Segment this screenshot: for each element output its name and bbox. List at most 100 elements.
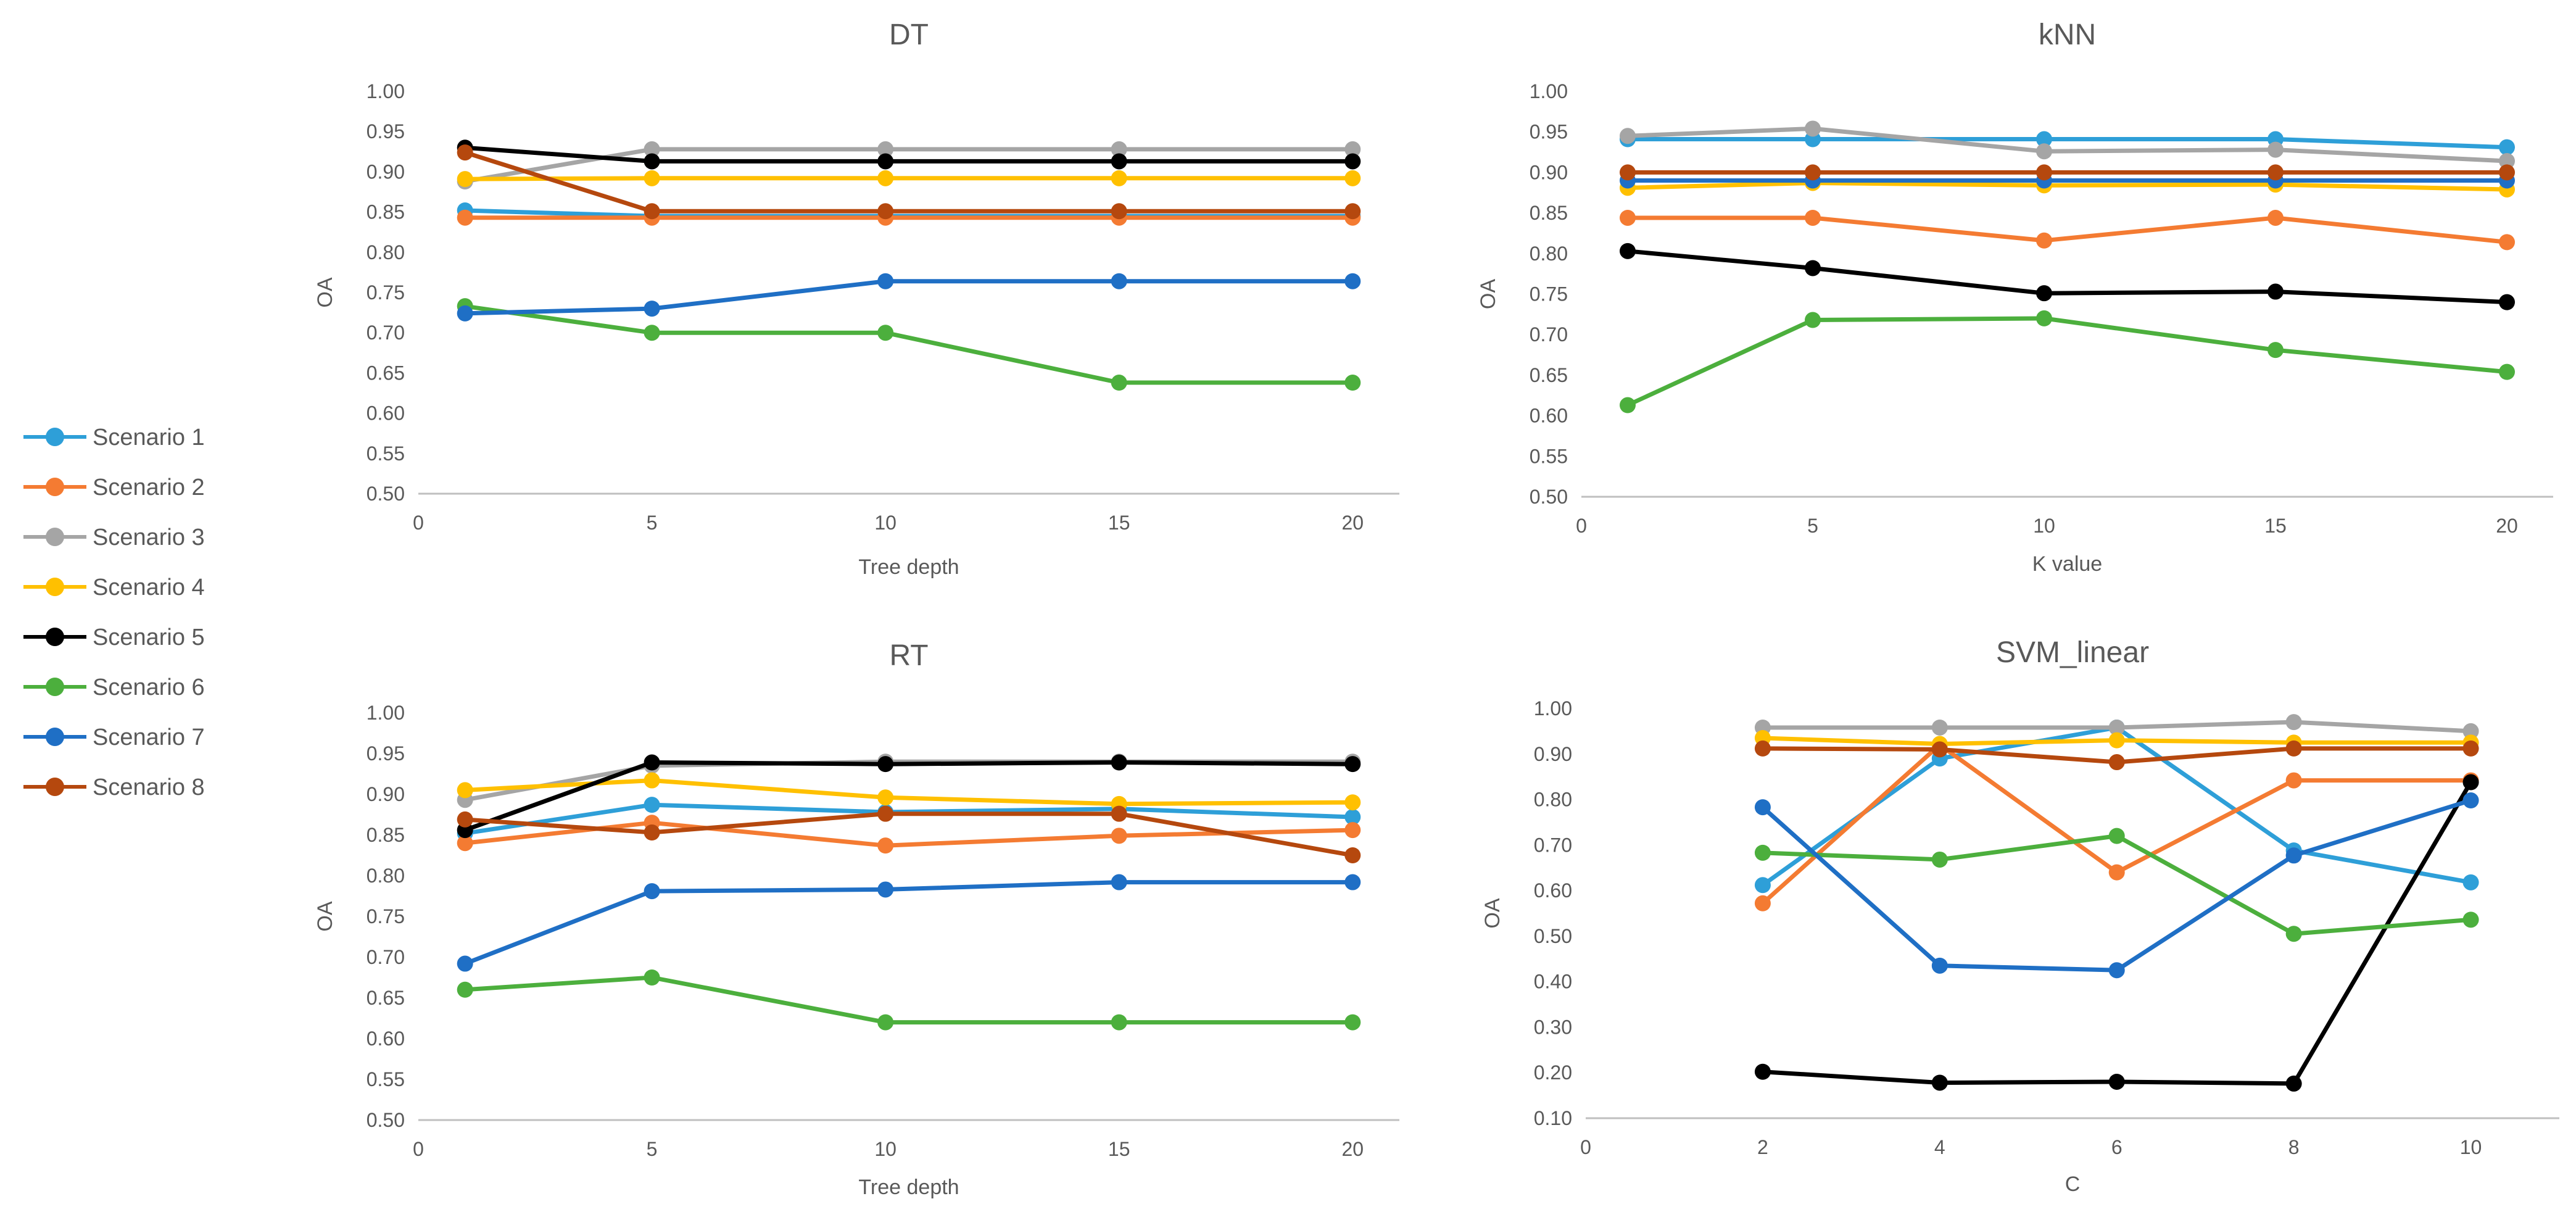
legend: Scenario 1 Scenario 2 Scenario 3 Scenario 4… bbox=[23, 425, 205, 800]
chart-title: RT bbox=[889, 639, 928, 672]
chart-title: kNN bbox=[2039, 19, 2096, 51]
y-tick-label: 0.50 bbox=[1534, 925, 1572, 947]
data-point bbox=[2267, 209, 2284, 226]
data-point bbox=[1344, 203, 1361, 220]
legend-item: Scenario 4 bbox=[23, 575, 205, 600]
chart-dt: DT 0.50 0.55 0.60 0.65 0.70 0.75 0.80 0.85 0.90 0.… bbox=[313, 19, 1399, 579]
x-axis-title: K value bbox=[2032, 552, 2102, 576]
y-tick-label: 0.55 bbox=[1530, 445, 1568, 467]
x-tick-label: 6 bbox=[2111, 1136, 2123, 1158]
series-scenario-5 bbox=[457, 754, 1361, 839]
data-point bbox=[2267, 342, 2284, 359]
y-tick-label: 0.55 bbox=[367, 442, 405, 465]
legend-label: Scenario 8 bbox=[93, 774, 205, 800]
data-point bbox=[877, 837, 894, 854]
data-point bbox=[1620, 243, 1636, 259]
data-point bbox=[2285, 1075, 2302, 1092]
data-point bbox=[877, 805, 894, 822]
data-point bbox=[1111, 828, 1127, 844]
data-point bbox=[2285, 740, 2302, 757]
chart-title: DT bbox=[889, 19, 929, 51]
x-tick-label: 5 bbox=[1807, 515, 1818, 537]
data-point bbox=[2108, 962, 2125, 979]
data-point bbox=[877, 325, 894, 341]
legend-marker bbox=[46, 578, 64, 596]
x-tick-label: 10 bbox=[2460, 1136, 2482, 1158]
data-point bbox=[2462, 723, 2479, 739]
series-scenario-6 bbox=[1620, 310, 2515, 413]
x-tick-label: 10 bbox=[874, 512, 897, 534]
data-point bbox=[457, 305, 473, 322]
y-tick-label: 0.70 bbox=[1530, 323, 1568, 346]
data-point bbox=[457, 811, 473, 828]
data-point bbox=[2036, 131, 2052, 147]
series-line bbox=[1628, 215, 2508, 244]
data-point bbox=[2036, 232, 2052, 249]
series-scenario-6 bbox=[1754, 828, 2479, 942]
data-point bbox=[2462, 911, 2479, 928]
y-tick-label: 0.70 bbox=[367, 946, 405, 968]
series-line bbox=[465, 820, 1353, 848]
data-point bbox=[1344, 375, 1361, 391]
data-point bbox=[2285, 772, 2302, 789]
data-point bbox=[1111, 1014, 1127, 1031]
y-tick-label: 0.60 bbox=[1534, 879, 1572, 902]
y-tick-label: 0.55 bbox=[367, 1068, 405, 1090]
data-point bbox=[1754, 844, 1771, 861]
data-point bbox=[1931, 741, 1948, 758]
data-point bbox=[2499, 139, 2515, 156]
data-point bbox=[1344, 170, 1361, 186]
y-tick-label: 0.85 bbox=[367, 824, 405, 846]
series-line bbox=[1762, 781, 2473, 1086]
y-tick-label: 0.60 bbox=[367, 402, 405, 425]
y-tick-label: 0.70 bbox=[367, 322, 405, 344]
data-point bbox=[644, 141, 660, 157]
legend-label: Scenario 5 bbox=[93, 625, 205, 650]
y-tick-label: 0.80 bbox=[1530, 243, 1568, 265]
data-point bbox=[644, 203, 660, 220]
data-point bbox=[877, 153, 894, 170]
y-tick-label: 0.20 bbox=[1534, 1061, 1572, 1084]
data-point bbox=[2108, 1073, 2125, 1090]
legend-label: Scenario 7 bbox=[93, 724, 205, 750]
legend-marker bbox=[46, 778, 64, 796]
data-point bbox=[1620, 209, 1636, 226]
data-point bbox=[2462, 792, 2479, 809]
y-tick-label: 1.00 bbox=[367, 80, 405, 102]
data-point bbox=[2499, 294, 2515, 310]
series-line bbox=[1628, 137, 2508, 150]
data-point bbox=[1111, 170, 1127, 186]
data-point bbox=[644, 153, 660, 170]
data-point bbox=[1111, 153, 1127, 170]
x-axis-title: Tree depth bbox=[858, 1176, 959, 1199]
legend-label: Scenario 1 bbox=[93, 425, 205, 450]
y-tick-label: 0.75 bbox=[1530, 283, 1568, 305]
data-point bbox=[1754, 895, 1771, 911]
data-point bbox=[2108, 828, 2125, 844]
data-point bbox=[2285, 847, 2302, 864]
data-point bbox=[644, 754, 660, 771]
data-point bbox=[644, 797, 660, 813]
y-tick-label: 0.50 bbox=[367, 483, 405, 505]
data-point bbox=[1805, 209, 1821, 226]
x-tick-label: 20 bbox=[1341, 512, 1364, 534]
data-point bbox=[644, 824, 660, 841]
y-axis-title: OA bbox=[1476, 279, 1500, 309]
series-scenario-8 bbox=[457, 805, 1361, 863]
data-point bbox=[2108, 864, 2125, 881]
data-point bbox=[1344, 1014, 1361, 1031]
legend-item: Scenario 1 bbox=[23, 425, 205, 450]
data-point bbox=[2499, 234, 2515, 251]
y-tick-label: 0.85 bbox=[367, 201, 405, 223]
series-line bbox=[1627, 181, 2508, 192]
data-point bbox=[1620, 164, 1636, 181]
series-line bbox=[464, 880, 1353, 966]
chart-knn: kNN 0.50 0.55 0.60 0.65 0.70 0.75 0.80 0.85 0.90 0… bbox=[1476, 19, 2553, 576]
data-point bbox=[1805, 120, 1821, 137]
y-tick-label: 0.95 bbox=[367, 742, 405, 765]
x-tick-label: 5 bbox=[647, 1138, 658, 1160]
x-tick-label: 15 bbox=[1108, 1138, 1130, 1160]
data-point bbox=[1111, 754, 1127, 771]
legend-marker bbox=[46, 628, 64, 646]
y-axis-title: OA bbox=[313, 277, 337, 307]
